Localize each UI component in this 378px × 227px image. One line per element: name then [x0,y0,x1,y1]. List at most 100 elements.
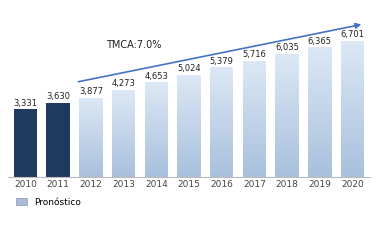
Bar [308,101,332,104]
Bar [79,105,103,106]
Bar [112,168,135,170]
Bar [308,168,332,170]
Bar [308,99,332,101]
Bar [308,58,332,60]
Bar [341,50,364,52]
Bar [275,148,299,151]
Bar [308,93,332,95]
Bar [210,117,234,119]
Bar [177,78,201,80]
Bar [275,93,299,95]
Bar [341,109,364,111]
Bar [144,120,168,122]
Bar [112,173,135,174]
Bar [79,151,103,152]
Bar [210,89,234,91]
Bar [308,147,332,149]
Bar [144,174,168,175]
Bar [341,47,364,50]
Bar [144,89,168,90]
Bar [341,143,364,145]
Bar [275,71,299,73]
Bar [144,139,168,141]
Bar [112,138,135,139]
Bar [275,167,299,169]
Bar [308,84,332,86]
Bar [308,173,332,175]
Bar [243,160,266,162]
Bar [177,85,201,87]
Bar [112,99,135,100]
Bar [210,86,234,88]
Bar [243,131,266,132]
Bar [210,99,234,100]
Bar [144,114,168,116]
Bar [275,87,299,89]
Bar [341,75,364,77]
Bar [144,166,168,168]
Bar [79,138,103,139]
Bar [243,121,266,123]
Bar [79,121,103,122]
Bar [243,92,266,94]
Bar [144,158,168,160]
Bar [275,99,299,101]
Bar [177,165,201,167]
Bar [112,118,135,119]
Bar [210,73,234,75]
Bar [79,139,103,140]
Bar [308,65,332,67]
Bar [144,84,168,85]
Bar [177,136,201,138]
Bar [79,172,103,173]
Bar [243,128,266,131]
Bar [243,165,266,167]
Bar [79,135,103,136]
Bar [243,154,266,156]
Bar [79,110,103,111]
Bar [210,104,234,106]
Bar [243,101,266,103]
Bar [112,113,135,115]
Bar [275,83,299,85]
Bar [144,161,168,163]
Bar [341,161,364,163]
Bar [79,140,103,141]
Bar [112,129,135,131]
Text: 3,630: 3,630 [46,92,70,101]
Bar [112,121,135,122]
Bar [210,153,234,155]
Bar [275,56,299,58]
Bar [243,84,266,86]
Bar [210,119,234,121]
Bar [243,61,266,63]
Bar [177,121,201,123]
Bar [79,156,103,157]
Bar [177,124,201,126]
Bar [308,71,332,73]
Text: TMCA:7.0%: TMCA:7.0% [105,40,161,50]
Bar [144,142,168,144]
Bar [341,170,364,173]
Bar [243,86,266,88]
Bar [341,59,364,61]
Bar [144,123,168,125]
Bar [144,100,168,101]
Bar [341,150,364,152]
Bar [275,81,299,83]
Bar [79,106,103,107]
Bar [308,132,332,134]
Bar [177,97,201,99]
Bar [112,163,135,164]
Bar [210,122,234,124]
Bar [112,145,135,147]
Bar [177,95,201,97]
Bar [210,109,234,111]
Bar [243,144,266,146]
Bar [177,153,201,155]
Bar [177,145,201,146]
Bar [112,110,135,112]
Bar [210,75,234,76]
Bar [112,94,135,96]
Bar [341,84,364,86]
